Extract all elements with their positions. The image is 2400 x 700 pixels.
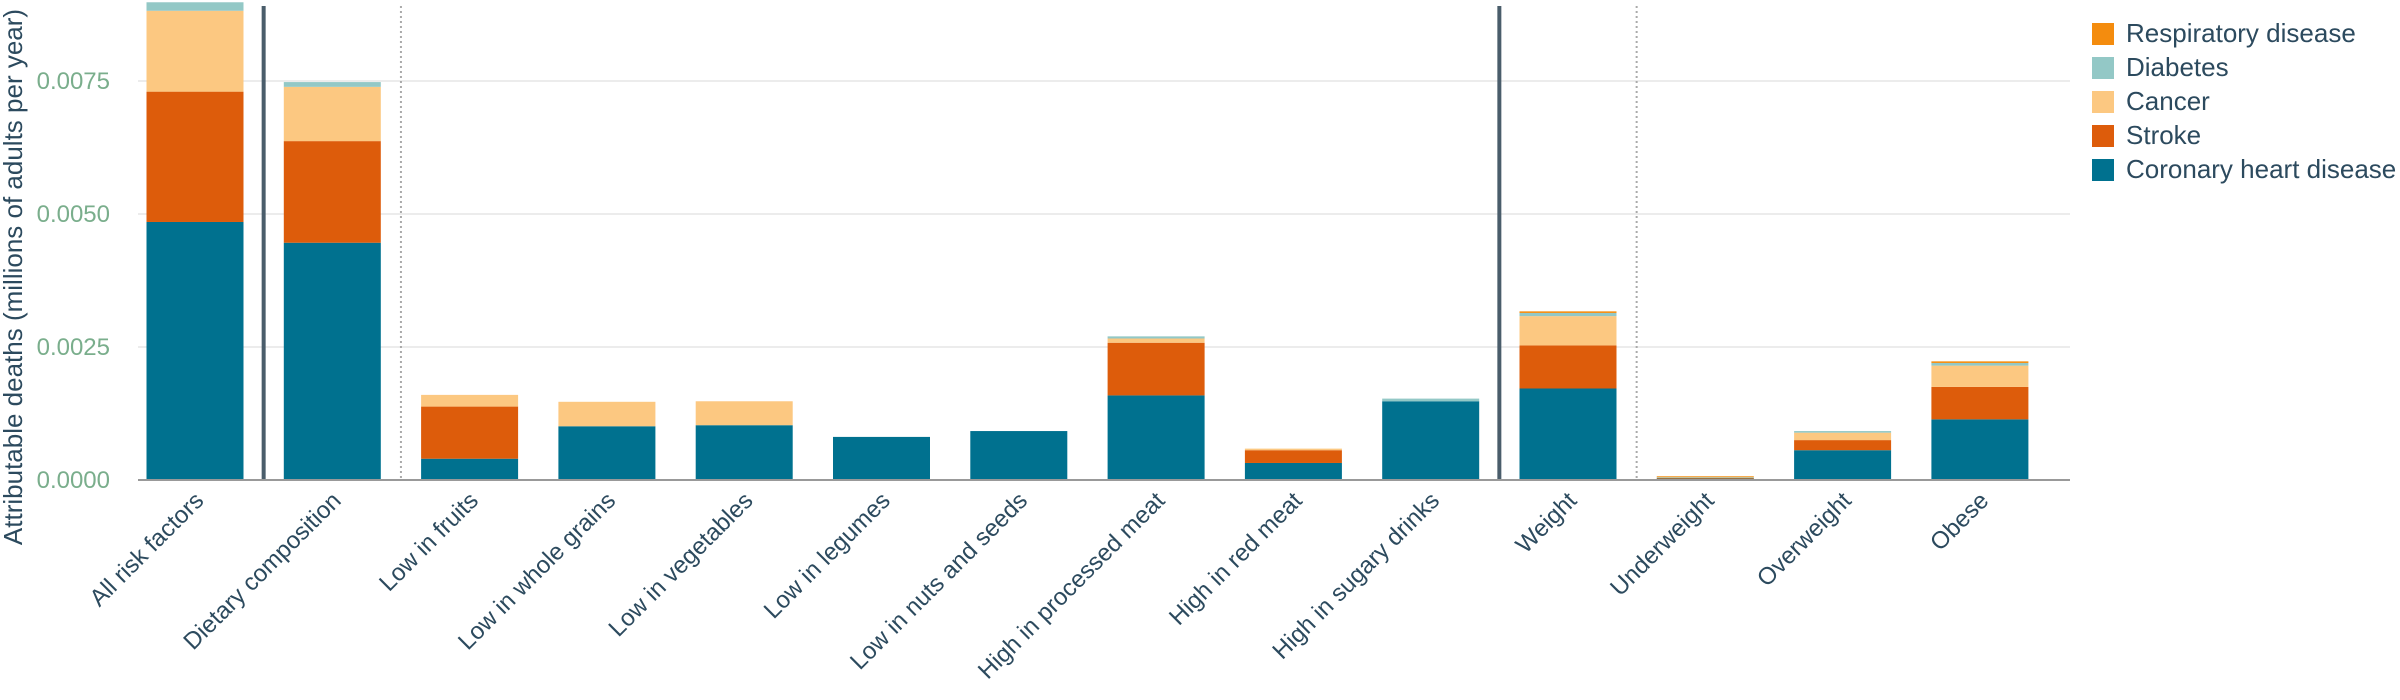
bar-segment <box>1519 345 1617 389</box>
bar-segment <box>1107 336 1205 339</box>
bar-segment <box>970 431 1068 480</box>
bar-segment <box>421 406 519 459</box>
bar-segment <box>1656 476 1754 478</box>
bar-segment <box>1794 440 1892 451</box>
y-axis-ticks: 0.0000 0.0025 0.0050 0.0075 <box>37 68 110 494</box>
bar-segment <box>1519 311 1617 313</box>
y-tick-label: 0.0075 <box>37 68 110 95</box>
x-tick-label: Overweight <box>1752 487 1857 592</box>
bar-segment <box>1656 476 1754 478</box>
legend-label: Diabetes <box>2126 52 2229 82</box>
bar-segment <box>1931 362 2029 366</box>
legend-label: Cancer <box>2126 86 2210 116</box>
legend-item[interactable]: Stroke <box>2092 120 2201 150</box>
bar-segment <box>1656 477 1754 479</box>
bar-segment <box>1794 450 1892 480</box>
legend-swatch <box>2092 159 2114 181</box>
x-tick-label: All risk factors <box>85 487 210 612</box>
bar-segment <box>1107 395 1205 480</box>
legend-item[interactable]: Diabetes <box>2092 52 2229 82</box>
bar-segment <box>1794 432 1892 441</box>
bar-segment <box>1107 338 1205 343</box>
x-tick-label: Obese <box>1925 487 1994 556</box>
x-tick-label: Weight <box>1511 487 1583 559</box>
y-tick-label: 0.0025 <box>37 334 110 361</box>
x-tick-label: Underweight <box>1605 487 1720 602</box>
legend-item[interactable]: Cancer <box>2092 86 2210 116</box>
bar-segment <box>1244 462 1342 480</box>
legend-swatch <box>2092 125 2114 147</box>
bar-segment <box>283 86 381 142</box>
bar-segment <box>833 436 930 480</box>
gridlines <box>138 80 2070 348</box>
bar-segment <box>146 2 244 11</box>
bar-segment <box>695 401 793 426</box>
bar-segment <box>1382 401 1480 480</box>
bar-segment <box>1107 342 1205 396</box>
bar-segment <box>1931 386 2029 420</box>
legend-label: Stroke <box>2126 120 2201 150</box>
bar-segment <box>558 426 656 480</box>
bar-segment <box>283 82 381 87</box>
bar-segment <box>558 401 656 427</box>
bar-segment <box>1519 312 1617 317</box>
y-tick-label: 0.0000 <box>37 467 110 494</box>
x-tick-label: High in red meat <box>1164 487 1308 631</box>
x-tick-label: Dietary composition <box>178 487 346 655</box>
x-tick-label: Low in legumes <box>759 487 896 624</box>
legend-label: Respiratory disease <box>2126 18 2356 48</box>
bar-segment <box>1656 477 1754 479</box>
bar-segment <box>1931 419 2029 480</box>
x-tick-label: Low in vegetables <box>603 487 758 642</box>
bar-segment <box>283 141 381 243</box>
bar-segment <box>146 91 244 222</box>
x-tick-label: Low in whole grains <box>453 487 621 655</box>
bar-segment <box>421 458 519 480</box>
bar-segment <box>146 221 244 481</box>
legend-item[interactable]: Respiratory disease <box>2092 18 2356 48</box>
bar-segment <box>283 242 381 480</box>
legend-label: Coronary heart disease <box>2126 154 2396 184</box>
y-tick-label: 0.0050 <box>37 201 110 228</box>
bar-segment <box>146 10 244 92</box>
bar-segment <box>1382 398 1480 402</box>
bar-segment <box>1931 365 2029 387</box>
bar-segment <box>1794 431 1892 433</box>
x-tick-label: Low in fruits <box>374 487 484 597</box>
group-separators <box>261 6 1638 480</box>
bar-segment <box>1244 450 1342 463</box>
bar-segment <box>1244 448 1342 451</box>
legend[interactable]: Respiratory disease Diabetes Cancer Stroke C… <box>2092 18 2396 184</box>
legend-swatch <box>2092 23 2114 45</box>
bars <box>146 2 2029 481</box>
bar-segment <box>421 394 519 407</box>
bar-segment <box>1519 316 1617 346</box>
legend-swatch <box>2092 57 2114 79</box>
legend-item[interactable]: Coronary heart disease <box>2092 154 2396 184</box>
bar-segment <box>695 425 793 480</box>
legend-swatch <box>2092 91 2114 113</box>
y-axis-title: Attributable deaths (millions of adults … <box>0 9 28 545</box>
bar-segment <box>1931 361 2029 363</box>
bar-segment <box>1519 388 1617 480</box>
